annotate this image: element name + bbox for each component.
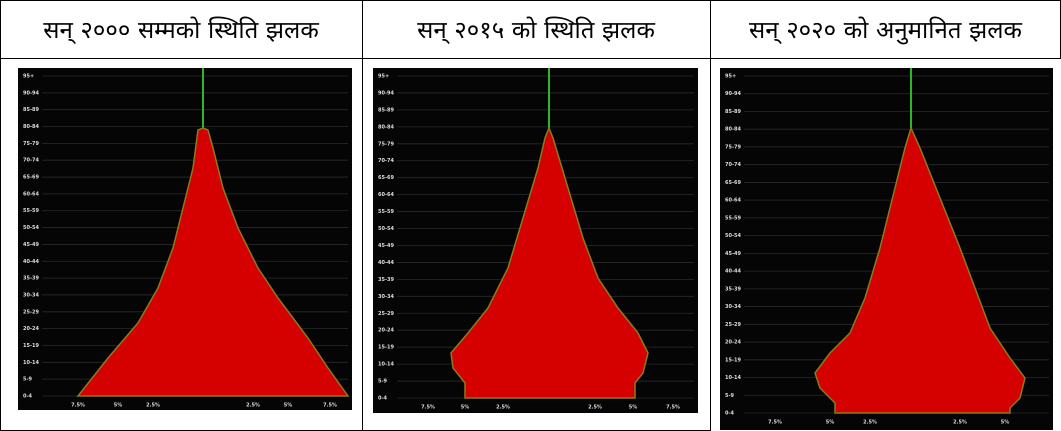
age-label: 35-39 (378, 277, 395, 283)
x-label: 5% (1001, 420, 1010, 426)
age-label: 50-54 (23, 225, 40, 231)
pyramid-image: 95+ 90-94 85-89 80-84 75-79 70-74 65-69 60-64 55… (720, 68, 1053, 430)
age-label: 25-29 (378, 311, 395, 317)
age-label: 85-89 (378, 107, 395, 113)
age-label: 50-54 (378, 226, 395, 232)
age-label: 60-64 (725, 198, 742, 204)
pyramid (76, 127, 350, 397)
x-label: 2.5% (953, 420, 967, 426)
age-label: 25-29 (23, 309, 40, 315)
age-label: 95+ (725, 74, 736, 80)
age-label: 15-19 (23, 343, 40, 349)
age-label: 80-84 (23, 124, 40, 130)
age-label: 55-59 (23, 208, 40, 214)
pyramid-image: 95+ 90-94 85-89 80-84 75-79 70-74 65-69 60-64 55… (18, 68, 352, 410)
x-label: 2.5% (863, 420, 877, 426)
age-label: 30-34 (378, 294, 395, 300)
border (362, 0, 363, 431)
age-label: 80-84 (725, 127, 742, 133)
age-label: 20-24 (378, 328, 395, 334)
x-label: 5% (629, 405, 638, 411)
age-label: 90-94 (23, 90, 40, 96)
age-label: 35-39 (725, 286, 742, 292)
age-label: 30-34 (23, 292, 40, 298)
x-label: 7.5% (421, 405, 435, 411)
age-label: 30-34 (725, 304, 742, 310)
age-label: 95+ (378, 74, 389, 80)
age-label: 45-49 (725, 251, 742, 257)
x-label: 7.5% (666, 405, 680, 411)
x-label: 5% (284, 403, 293, 409)
border (710, 0, 711, 431)
age-label: 0-4 (378, 396, 388, 402)
age-label: 80-84 (378, 124, 395, 130)
header-cell: सन् २०२० को अनुमानित झलक (749, 15, 1022, 44)
age-label: 15-19 (378, 345, 395, 351)
age-label: 15-19 (725, 357, 742, 363)
age-label: 5-9 (378, 379, 388, 385)
x-label: 2.5% (588, 405, 602, 411)
pyramid (450, 125, 649, 399)
x-label: 2.5% (146, 403, 160, 409)
age-label: 60-64 (378, 192, 395, 198)
age-label: 65-69 (23, 175, 40, 181)
age-label: 25-29 (725, 322, 742, 328)
age-label: 65-69 (378, 175, 395, 181)
age-label: 45-49 (23, 242, 40, 248)
header-cell: सन् २०१५ को स्थिति झलक (417, 15, 655, 44)
pyramid-image: 95+ 90-94 85-89 80-84 75-79 70-74 65-69 60-64 55… (373, 68, 698, 413)
age-label: 10-14 (23, 360, 40, 366)
age-label: 75-79 (23, 141, 40, 147)
age-label: 85-89 (725, 109, 742, 115)
age-label: 50-54 (725, 233, 742, 239)
age-label: 90-94 (378, 90, 395, 96)
age-label: 75-79 (725, 144, 742, 150)
age-label: 40-44 (725, 269, 742, 275)
x-label: 5% (826, 420, 835, 426)
age-label: 70-74 (725, 162, 742, 168)
age-label: 0-4 (725, 411, 735, 417)
age-label: 10-14 (378, 362, 395, 368)
age-label: 60-64 (23, 191, 40, 197)
pyramid (814, 125, 1026, 414)
age-label: 95+ (23, 74, 34, 80)
age-label: 5-9 (23, 377, 33, 383)
age-label: 55-59 (378, 209, 395, 215)
age-label: 90-94 (725, 91, 742, 97)
border (0, 0, 1061, 1)
age-label: 40-44 (23, 259, 40, 265)
age-label: 75-79 (378, 141, 395, 147)
x-label: 2.5% (246, 403, 260, 409)
x-label: 5% (114, 403, 123, 409)
age-label: 35-39 (23, 276, 40, 282)
age-label: 40-44 (378, 260, 395, 266)
x-label: 7.5% (71, 403, 85, 409)
age-label: 0-4 (23, 394, 33, 400)
header-cell: सन् २००० सम्मको स्थिति झलक (43, 15, 319, 44)
age-label: 45-49 (378, 243, 395, 249)
age-label: 20-24 (23, 326, 40, 332)
x-label: 7.5% (323, 403, 337, 409)
age-label: 70-74 (23, 158, 40, 164)
age-label: 5-9 (725, 393, 735, 399)
border (0, 58, 1061, 59)
x-label: 2.5% (496, 405, 510, 411)
x-label: 5% (461, 405, 470, 411)
border (0, 0, 1, 431)
age-label: 65-69 (725, 180, 742, 186)
age-label: 55-59 (725, 215, 742, 221)
age-label: 20-24 (725, 340, 742, 346)
age-label: 85-89 (23, 107, 40, 113)
x-label: 7.5% (768, 420, 782, 426)
age-label: 70-74 (378, 158, 395, 164)
age-label: 10-14 (725, 375, 742, 381)
